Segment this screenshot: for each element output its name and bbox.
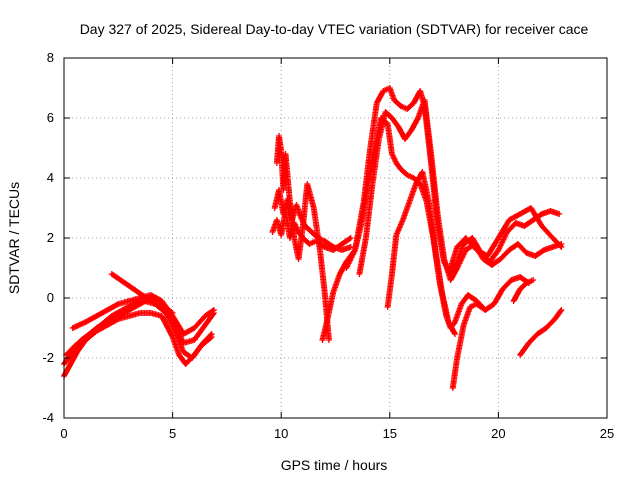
x-axis-label: GPS time / hours (281, 457, 388, 473)
series-markers (356, 97, 565, 283)
y-tick-label: 0 (47, 290, 54, 305)
data-points (61, 85, 565, 391)
x-tick-label: 0 (60, 426, 67, 441)
series-markers (447, 205, 565, 271)
chart-title: Day 327 of 2025, Sidereal Day-to-day VTE… (80, 21, 589, 37)
x-tick-label: 20 (491, 426, 505, 441)
x-tick-label: 25 (600, 426, 614, 441)
axis-ticks: 0 5 10 15 20 25 -4 -2 0 2 4 6 8 (42, 50, 614, 441)
series-12 (384, 169, 458, 337)
series-8 (273, 133, 332, 343)
y-tick-label: 6 (47, 110, 54, 125)
series-markers (343, 85, 563, 277)
series-9 (319, 115, 532, 343)
series-markers (108, 271, 176, 316)
series-14 (449, 301, 489, 391)
series-markers (517, 307, 565, 358)
y-tick-label: 8 (47, 50, 54, 65)
y-tick-label: 2 (47, 230, 54, 245)
y-axis-label: SDTVAR / TECUs (6, 182, 22, 294)
series-markers (510, 277, 537, 304)
series-markers (273, 133, 332, 343)
series-5 (108, 271, 176, 316)
series-10 (343, 85, 563, 277)
series-11 (356, 97, 565, 283)
grid-lines (64, 58, 607, 418)
series-15 (510, 277, 537, 304)
series-16 (517, 307, 565, 358)
y-tick-label: -4 (42, 410, 54, 425)
series-markers (449, 301, 489, 391)
series-markers (319, 115, 532, 343)
y-tick-label: -2 (42, 350, 54, 365)
series-13 (447, 205, 565, 271)
x-tick-label: 15 (383, 426, 397, 441)
x-tick-label: 10 (274, 426, 288, 441)
plot-frame (63, 57, 608, 419)
x-tick-label: 5 (169, 426, 176, 441)
series-markers (384, 169, 458, 337)
y-tick-label: 4 (47, 170, 54, 185)
